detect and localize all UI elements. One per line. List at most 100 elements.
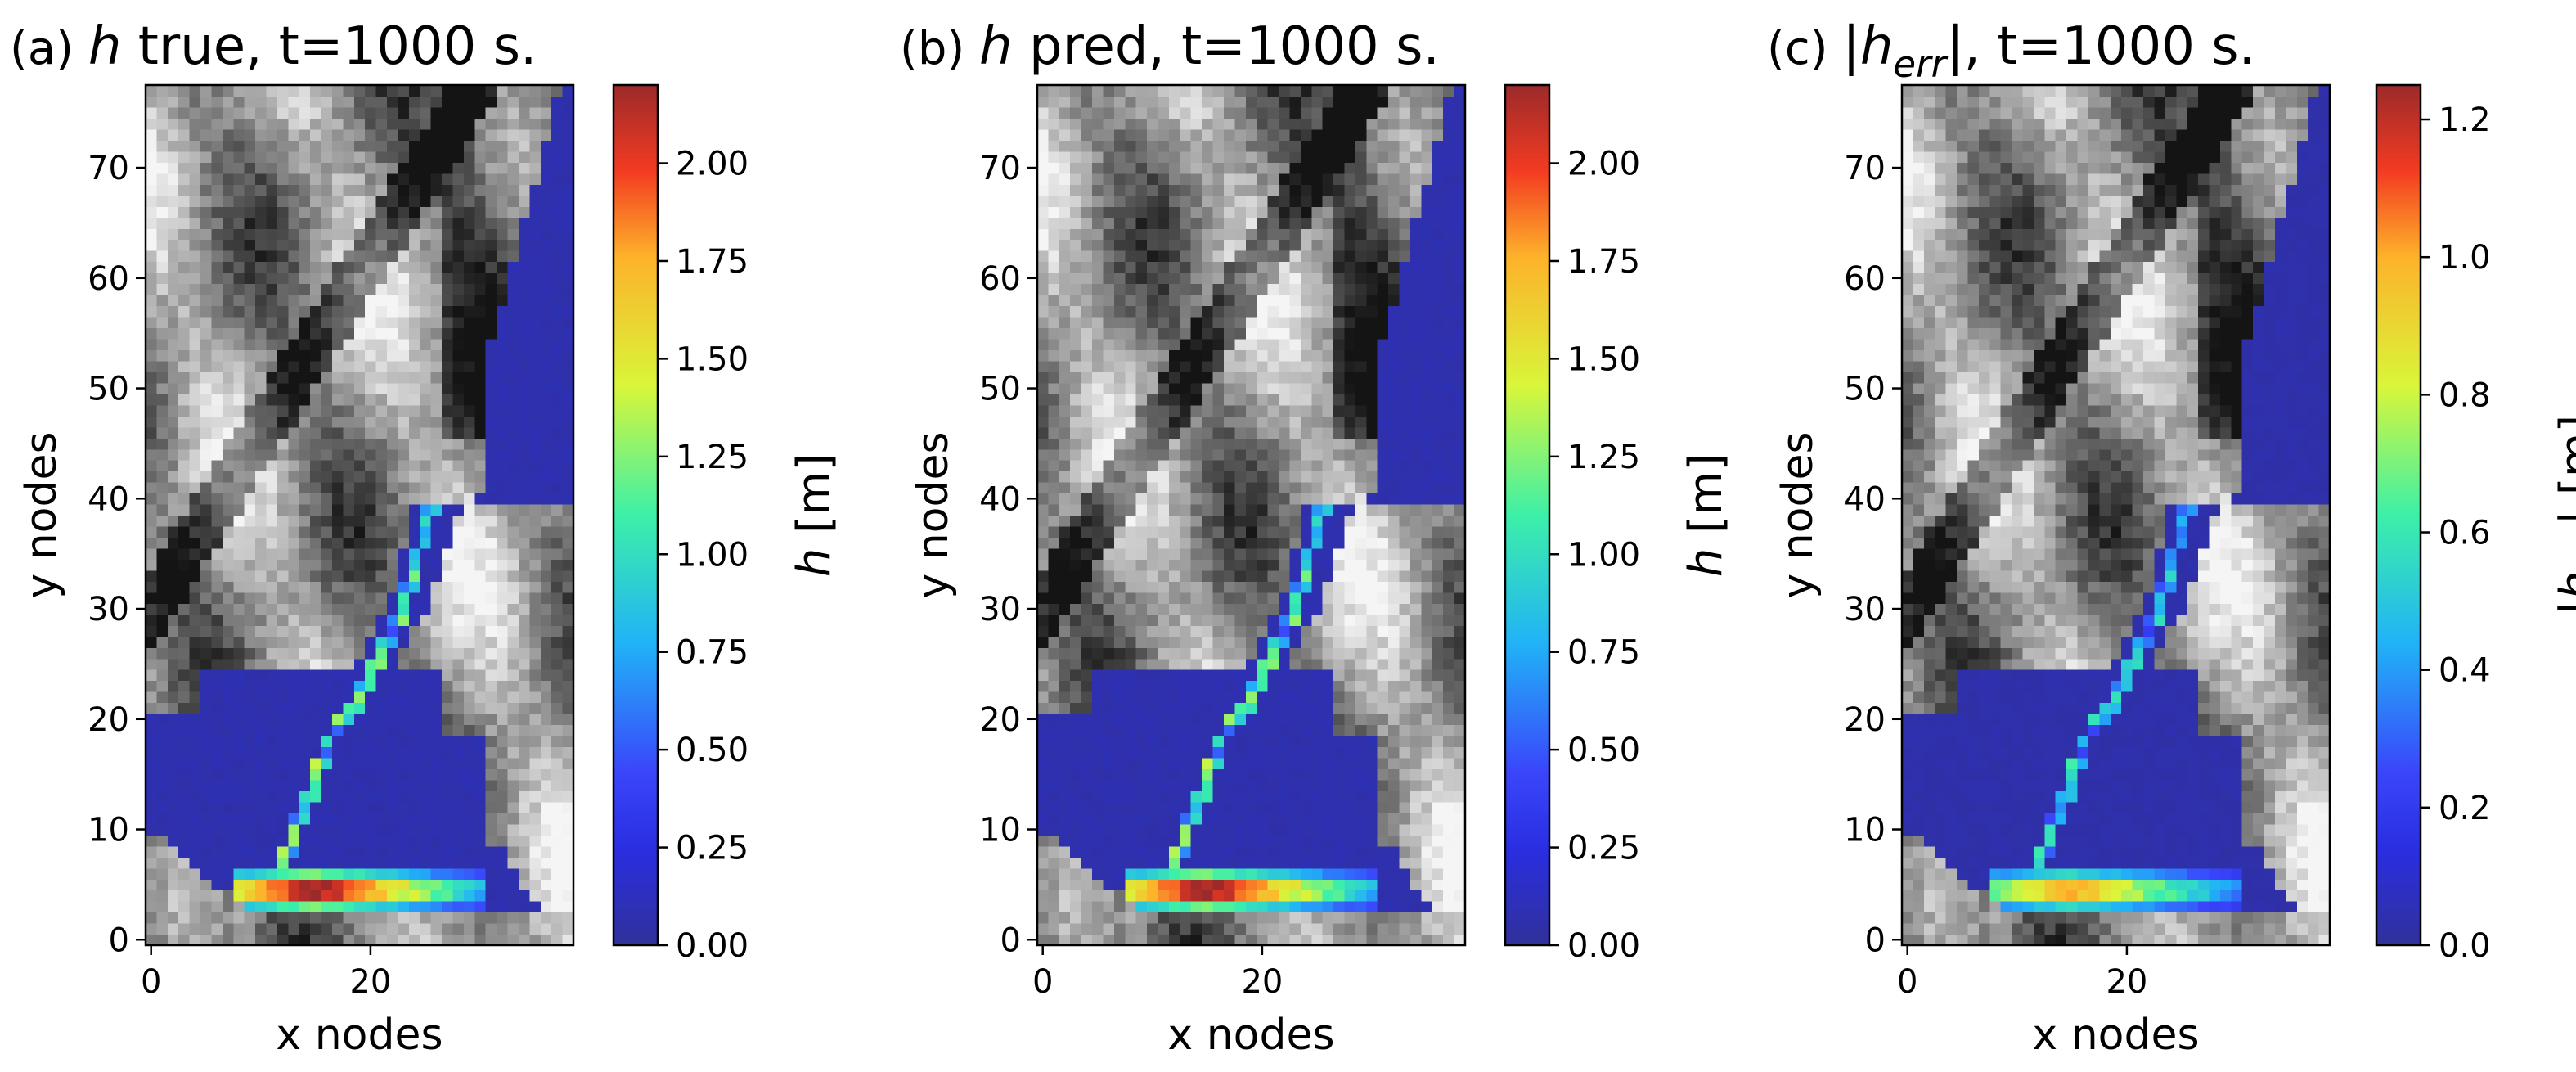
heatmap-cell [178,184,191,196]
heatmap-cell [387,724,399,736]
heatmap-cell [485,448,497,461]
heatmap-cell [1092,614,1104,626]
heatmap-cell [299,614,311,626]
heatmap-cell [211,746,223,759]
heatmap-cell [222,658,234,670]
heatmap-cell [255,471,267,483]
heatmap-cell [1037,835,1050,847]
heatmap-cell [485,691,497,704]
heatmap-cell [1212,845,1225,858]
heatmap-cell [222,525,234,538]
heatmap-cell [156,360,169,372]
heatmap-cell [331,295,344,307]
heatmap-cell [211,305,223,318]
heatmap-cell [463,746,475,759]
heatmap-cell [1081,647,1093,660]
heatmap-cell [529,295,542,307]
heatmap-cell [167,768,179,781]
heatmap-cell [365,426,377,439]
heatmap-cell [551,118,564,130]
heatmap-cell [299,382,311,394]
heatmap-cell [1257,691,1269,704]
heatmap-cell [562,85,574,97]
heatmap-cell [211,261,223,273]
heatmap-cell [200,559,213,571]
heatmap-cell [398,912,410,924]
heatmap-cell [1267,912,1279,924]
heatmap-cell [463,96,475,108]
heatmap-cell [398,416,410,428]
heatmap-cell [1223,813,1235,825]
heatmap-cell [562,779,574,791]
heatmap-cell [463,912,475,924]
heatmap-cell [211,118,223,130]
heatmap-cell [430,669,443,682]
heatmap-cell [485,85,497,97]
heatmap-cell [1366,879,1378,891]
heatmap-cell [507,547,519,560]
heatmap-cell [1113,835,1126,847]
heatmap-cell [1245,746,1257,759]
heatmap-cell [1409,845,1422,858]
heatmap-cell [310,394,322,406]
heatmap-cell [276,85,289,97]
heatmap-cell [1322,448,1334,461]
heatmap-cell [255,140,267,152]
heatmap-cell [463,404,475,417]
heatmap-cell [463,184,475,196]
heatmap-cell [442,372,454,384]
heatmap-cell [1245,404,1257,417]
heatmap-cell [551,669,564,682]
heatmap-cell [167,305,179,318]
heatmap-cell [310,658,322,670]
heatmap-cell [200,96,213,108]
heatmap-cell [167,845,179,858]
heatmap-cell [1399,879,1411,891]
heatmap-cell [146,217,158,229]
heatmap-cell [540,813,552,825]
heatmap-cell [1300,790,1312,803]
heatmap-cell [1344,845,1356,858]
heatmap-cell [1048,790,1060,803]
heatmap-cell [1279,680,1291,692]
heatmap-cell [1202,515,1214,527]
heatmap-cell [1289,879,1301,891]
heatmap-cell [331,482,344,494]
heatmap-cell [1135,581,1148,593]
heatmap-cell [1223,768,1235,781]
heatmap-cell [540,206,552,218]
heatmap-cell [1333,559,1346,571]
heatmap-cell [1190,482,1203,494]
heatmap-cell [244,636,256,648]
heatmap-cell [1432,890,1444,902]
heatmap-cell [452,525,465,538]
heatmap-cell [299,316,311,329]
heatmap-cell [146,239,158,251]
heatmap-cell [1289,835,1301,847]
heatmap-cell [244,857,256,869]
heatmap-cell [1289,647,1301,660]
heatmap-cell [310,901,322,913]
heatmap-cell [310,448,322,461]
heatmap-cell [1300,647,1312,660]
heatmap-cell [156,404,169,417]
heatmap-cell [1311,845,1324,858]
heatmap-cell [430,349,443,362]
heatmap-cell [1443,823,1455,836]
heatmap-cells [146,85,574,946]
heatmap-cell [1212,923,1225,935]
heatmap-cell [1223,757,1235,770]
heatmap-cell [1443,735,1455,748]
heatmap-cell [276,857,289,869]
heatmap-cell [1158,636,1170,648]
heatmap-cell [299,934,311,946]
heatmap-cell [276,768,289,781]
heatmap-cell [178,493,191,505]
heatmap-cell [222,901,234,913]
heatmap-cell [178,195,191,207]
heatmap-cell [398,658,410,670]
heatmap-cell [299,592,311,604]
heatmap-cell [1135,857,1148,869]
heatmap-cell [1070,714,1082,726]
heatmap-cell [430,923,443,935]
